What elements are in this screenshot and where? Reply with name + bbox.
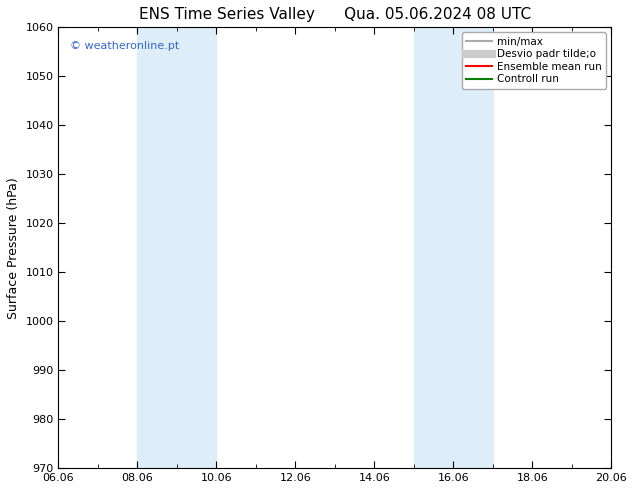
Text: © weatheronline.pt: © weatheronline.pt xyxy=(70,41,179,50)
Bar xyxy=(414,27,493,468)
Bar xyxy=(138,27,216,468)
Legend: min/max, Desvio padr tilde;o, Ensemble mean run, Controll run: min/max, Desvio padr tilde;o, Ensemble m… xyxy=(462,32,606,89)
Title: ENS Time Series Valley      Qua. 05.06.2024 08 UTC: ENS Time Series Valley Qua. 05.06.2024 0… xyxy=(139,7,531,22)
Y-axis label: Surface Pressure (hPa): Surface Pressure (hPa) xyxy=(7,177,20,318)
